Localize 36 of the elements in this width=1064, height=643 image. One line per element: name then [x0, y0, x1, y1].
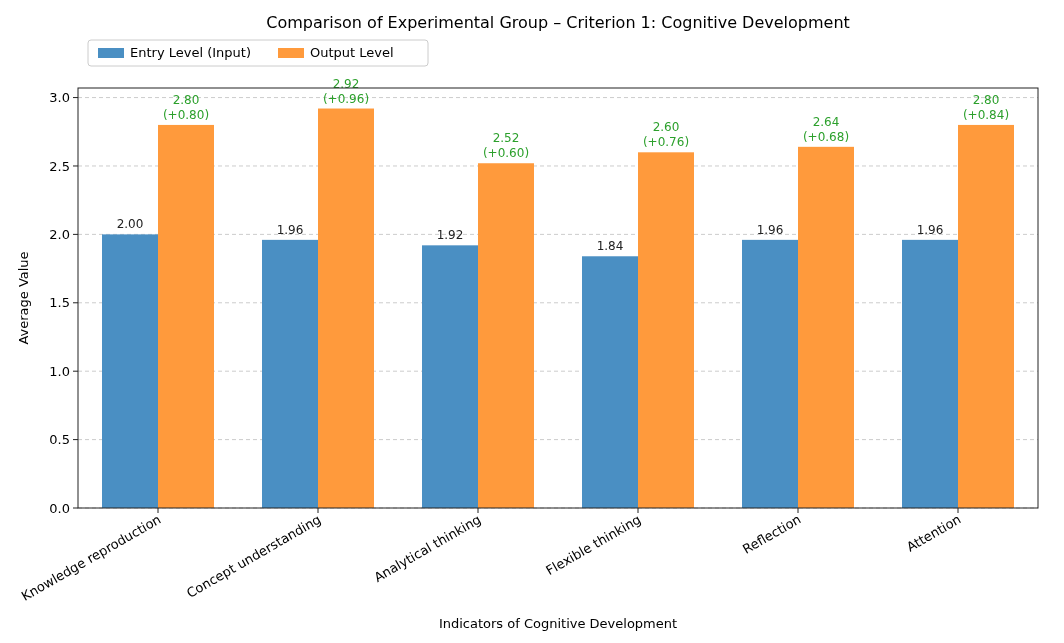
y-tick-label: 2.0 [49, 226, 70, 242]
chart-title: Comparison of Experimental Group – Criterion 1: Cognitive Development [266, 13, 850, 32]
bar [102, 234, 158, 508]
bar [902, 239, 958, 508]
bar [958, 124, 1014, 508]
data-label: 1.84 [596, 239, 624, 254]
data-label: 2.80 (+0.84) [962, 92, 1010, 122]
data-label: 1.96 [756, 222, 784, 237]
data-label: 1.92 [436, 228, 464, 243]
bar [582, 256, 638, 508]
bar [638, 152, 694, 508]
y-tick-label: 2.5 [49, 158, 70, 174]
data-label: 2.60 (+0.76) [642, 120, 690, 150]
y-tick-label: 3.0 [49, 90, 70, 106]
bar [742, 239, 798, 508]
y-tick-label: 0.0 [49, 500, 70, 516]
data-label: 1.96 [276, 222, 304, 237]
y-tick-label: 0.5 [49, 432, 70, 448]
y-tick-label: 1.0 [49, 363, 70, 379]
bar [798, 146, 854, 508]
data-label: 2.64 (+0.68) [802, 114, 850, 144]
x-axis-title: Indicators of Cognitive Development [438, 616, 678, 631]
data-label: 2.80 (+0.80) [162, 92, 210, 122]
bar [422, 245, 478, 508]
bar [318, 108, 374, 508]
data-label: 1.96 [916, 222, 944, 237]
legend-label: Output Level [310, 45, 394, 60]
legend-label: Entry Level (Input) [130, 45, 251, 60]
bar [262, 239, 318, 508]
bar [158, 124, 214, 508]
bar [478, 163, 534, 508]
data-label: 2.52 (+0.60) [482, 131, 530, 161]
y-axis-title: Average Value [16, 251, 31, 345]
data-label: 2.92 (+0.96) [322, 76, 370, 106]
data-label: 2.00 [116, 217, 144, 232]
y-tick-label: 1.5 [49, 295, 70, 311]
